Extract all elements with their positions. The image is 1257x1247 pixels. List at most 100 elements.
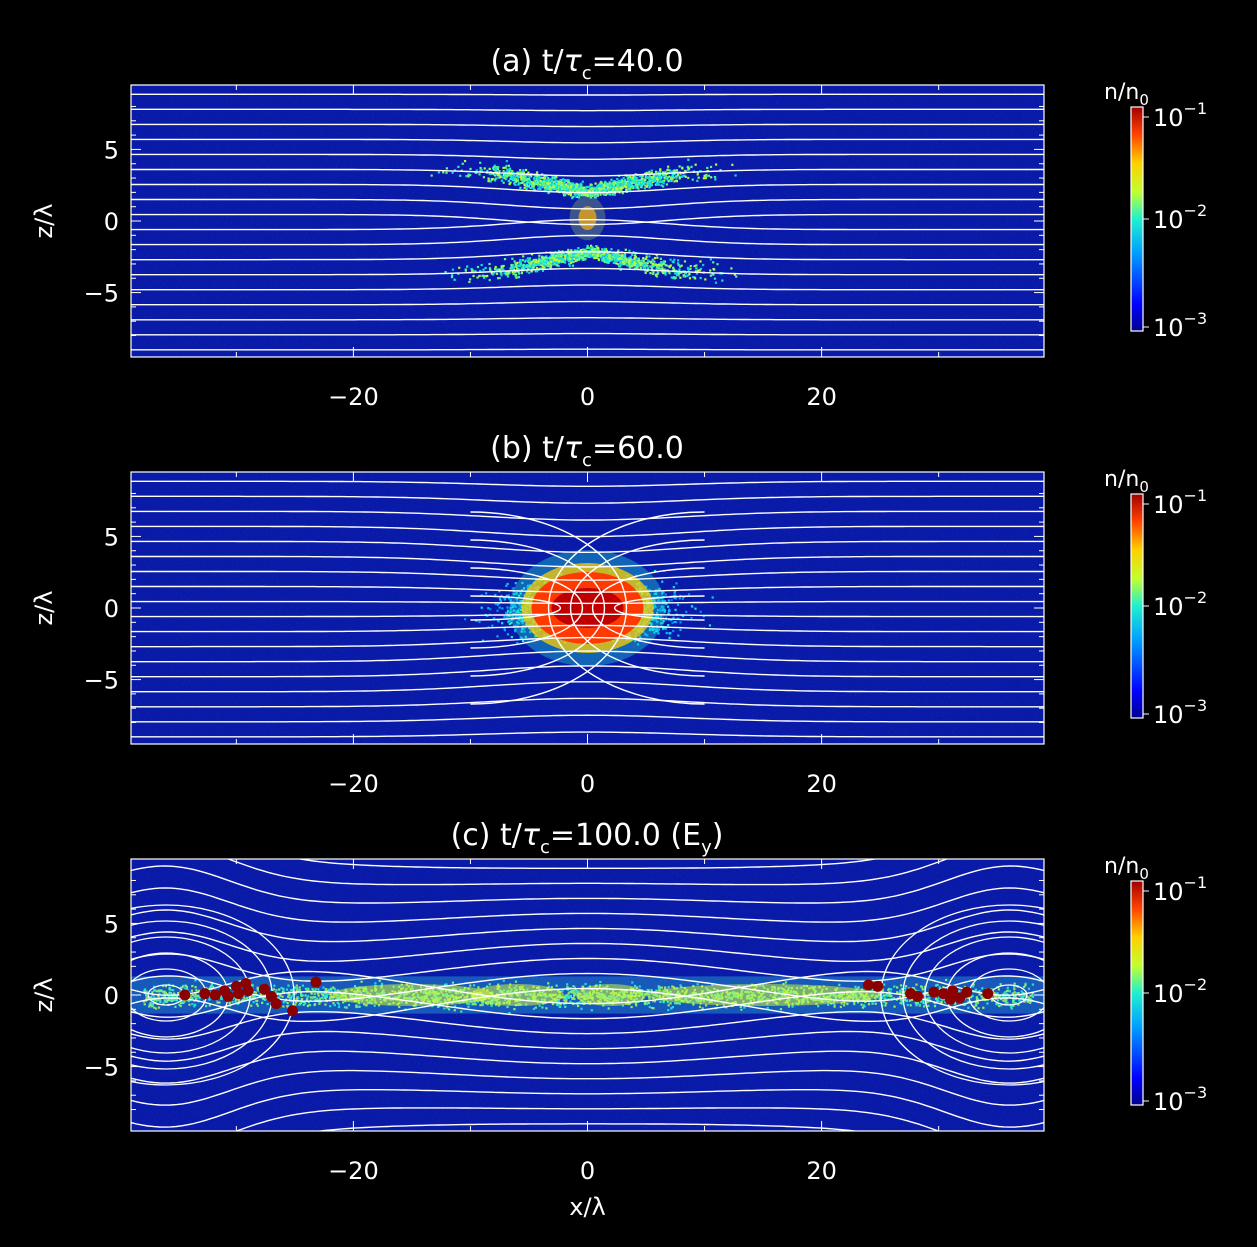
density-speck [521, 171, 524, 174]
density-speck [542, 259, 546, 262]
density-speck [569, 194, 573, 197]
density-speck [551, 263, 555, 266]
density-speck [497, 165, 500, 169]
density-speck [678, 175, 681, 178]
density-speck [495, 169, 498, 172]
density-speck [571, 253, 574, 256]
density-speck [591, 190, 595, 193]
density-speck [563, 181, 566, 184]
density-speck [661, 592, 664, 595]
density-speck [553, 261, 556, 264]
density-speck [555, 182, 558, 185]
density-speck [576, 189, 579, 193]
density-speck [593, 256, 597, 260]
density-speck [520, 178, 523, 181]
density-speck [534, 181, 537, 185]
field-line [131, 234, 1044, 246]
density-speck [514, 262, 517, 265]
density-speck [589, 255, 592, 258]
density-speck [560, 259, 563, 262]
density-speck [480, 263, 483, 267]
density-speck [609, 186, 612, 189]
density-speck [689, 267, 692, 271]
density-speck [660, 261, 663, 264]
density-speck [521, 175, 524, 178]
density-speck [519, 603, 522, 606]
density-speck [666, 605, 670, 608]
density-speck [545, 184, 548, 187]
density-speck [494, 174, 497, 177]
density-speck [647, 183, 650, 186]
density-speck [496, 635, 499, 638]
density-speck [510, 263, 513, 267]
density-speck [521, 259, 524, 262]
density-speck [527, 585, 531, 588]
density-speck [640, 178, 643, 181]
density-speck [493, 617, 496, 620]
density-speck [705, 173, 708, 177]
density-speck [734, 174, 737, 177]
density-speck [654, 569, 657, 573]
density-speck [507, 173, 510, 176]
density-speck [445, 171, 448, 174]
density-speck [514, 582, 517, 585]
density-speck [570, 249, 573, 252]
density-speck [512, 586, 515, 590]
density-speck [562, 258, 565, 262]
density-speck [671, 177, 674, 180]
density-speck [655, 176, 659, 179]
density-speck [616, 255, 619, 258]
density-speck [616, 180, 619, 184]
density-speck [515, 263, 518, 267]
density-speck [567, 248, 570, 252]
density-speck [569, 261, 573, 264]
density-speck [521, 621, 524, 625]
density-speck [608, 256, 611, 259]
density-speck [584, 258, 587, 261]
density-speck [539, 259, 542, 262]
density-speck [565, 252, 568, 255]
density-speck [525, 623, 528, 626]
density-speck [642, 266, 645, 269]
density-speck [547, 262, 550, 265]
density-speck [543, 179, 546, 182]
density-speck [541, 257, 545, 261]
density-speck [640, 185, 643, 188]
density-speck [668, 272, 671, 275]
density-speck [693, 265, 696, 268]
density-speck [543, 265, 546, 269]
density-speck [521, 614, 524, 617]
density-speck [497, 602, 501, 605]
density-speck [668, 266, 671, 269]
density-speck [620, 262, 623, 265]
density-speck [526, 257, 529, 260]
density-speck [607, 192, 610, 195]
density-speck [614, 189, 617, 193]
density-speck [613, 180, 616, 183]
density-speck [555, 261, 558, 264]
density-speck [712, 267, 715, 271]
density-speck [542, 263, 545, 267]
density-speck [534, 183, 537, 186]
density-speck [567, 182, 570, 186]
density-speck [653, 260, 656, 263]
density-speck [506, 270, 509, 274]
density-speck [637, 187, 640, 190]
field-line [131, 219, 1044, 231]
density-speck [544, 256, 547, 259]
density-speck [633, 639, 637, 642]
density-speck [601, 251, 604, 254]
density-speck [626, 189, 629, 192]
density-speck [514, 183, 517, 186]
density-speck [613, 183, 616, 186]
density-speck [587, 246, 590, 249]
density-speck [605, 187, 608, 191]
colorbar-tick-label: 10−1 [1153, 99, 1207, 132]
density-speck [567, 193, 570, 196]
density-speck [523, 182, 526, 185]
density-speck [603, 188, 606, 191]
density-speck [608, 252, 611, 255]
density-speck [494, 267, 497, 271]
density-speck [532, 266, 535, 270]
density-speck [659, 168, 662, 171]
